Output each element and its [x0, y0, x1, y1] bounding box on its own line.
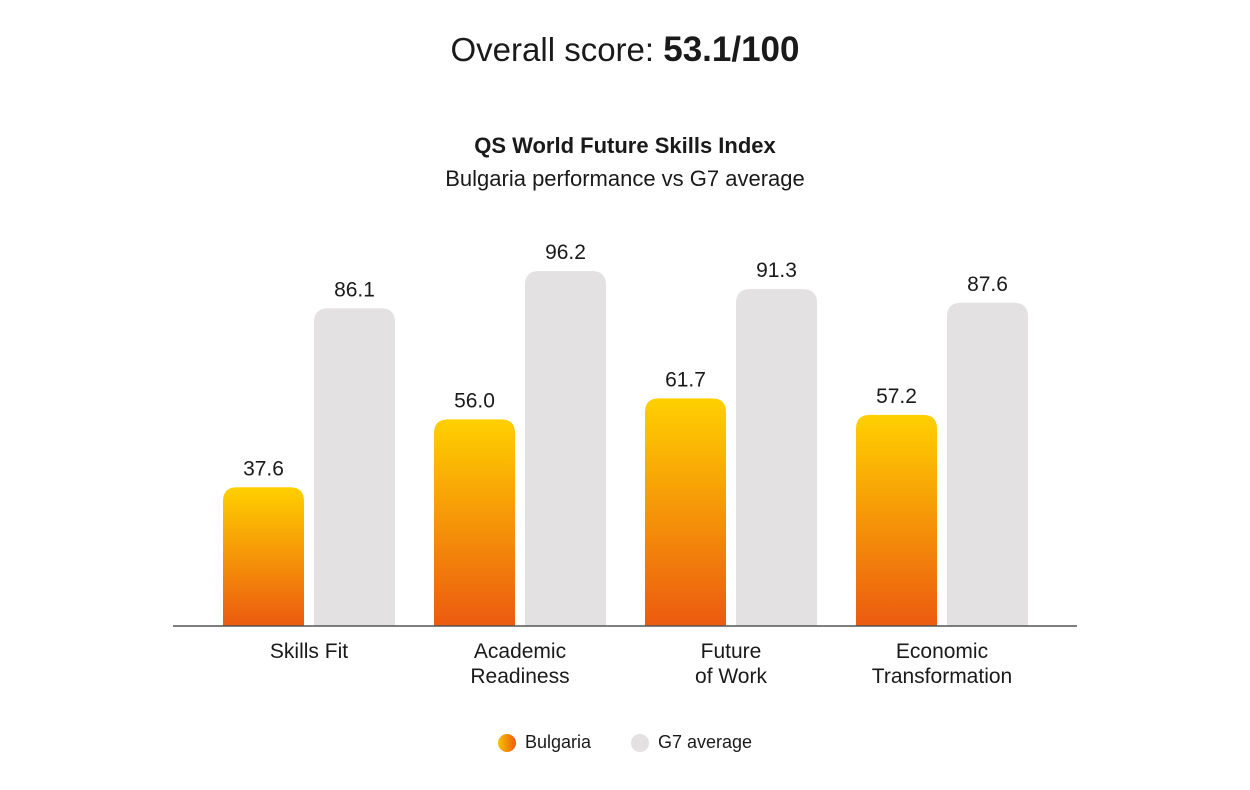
category-label-1: Academic Readiness: [470, 640, 569, 688]
category-label-1-line-0: Academic: [474, 640, 566, 663]
legend-label-bulgaria: Bulgaria: [524, 732, 591, 752]
value-label-g7-0: 86.1: [334, 278, 375, 301]
bar-bulgaria-0: [223, 487, 304, 626]
bar-g7-1: [525, 271, 606, 626]
value-label-bulgaria-1: 56.0: [454, 389, 495, 412]
legend-item-bulgaria: Bulgaria: [497, 732, 591, 753]
bar-bulgaria-3: [856, 414, 937, 626]
chart-legend: Bulgaria G7 average: [0, 732, 1250, 753]
value-label-g7-3: 87.6: [967, 273, 1008, 296]
legend-swatch-g7: [630, 733, 649, 752]
category-label-0-line-0: Skills Fit: [270, 640, 348, 663]
chart-subtitle: Bulgaria performance vs G7 average: [445, 166, 805, 191]
value-label-bulgaria-0: 37.6: [243, 457, 284, 480]
overall-score-value: 53.1/100: [663, 30, 800, 69]
category-label-3: Economic Transformation: [872, 640, 1012, 688]
overall-score: Overall score: 53.1/100: [0, 30, 1250, 70]
category-label-2: Future of Work: [695, 640, 767, 688]
category-label-0: Skills Fit: [270, 640, 348, 663]
legend-label-g7: G7 average: [657, 732, 753, 752]
value-label-g7-1: 96.2: [545, 241, 586, 264]
value-label-bulgaria-3: 57.2: [876, 385, 917, 408]
category-label-2-line-1: of Work: [695, 665, 767, 688]
category-label-1-line-1: Readiness: [470, 665, 569, 688]
legend-item-g7: G7 average: [630, 732, 753, 753]
category-label-2-line-0: Future: [701, 640, 762, 663]
bar-bulgaria-1: [434, 419, 515, 626]
value-label-bulgaria-2: 61.7: [665, 368, 706, 391]
legend-swatch-bulgaria: [497, 733, 516, 752]
bar-g7-3: [947, 302, 1028, 626]
bar-g7-2: [736, 289, 817, 626]
category-label-3-line-0: Economic: [896, 640, 988, 663]
category-label-3-line-1: Transformation: [872, 665, 1012, 688]
bar-bulgaria-2: [645, 398, 726, 626]
overall-score-label: Overall score:: [450, 31, 655, 68]
chart-title: QS World Future Skills Index: [474, 133, 776, 158]
bar-g7-0: [314, 308, 395, 626]
value-label-g7-2: 91.3: [756, 259, 797, 282]
